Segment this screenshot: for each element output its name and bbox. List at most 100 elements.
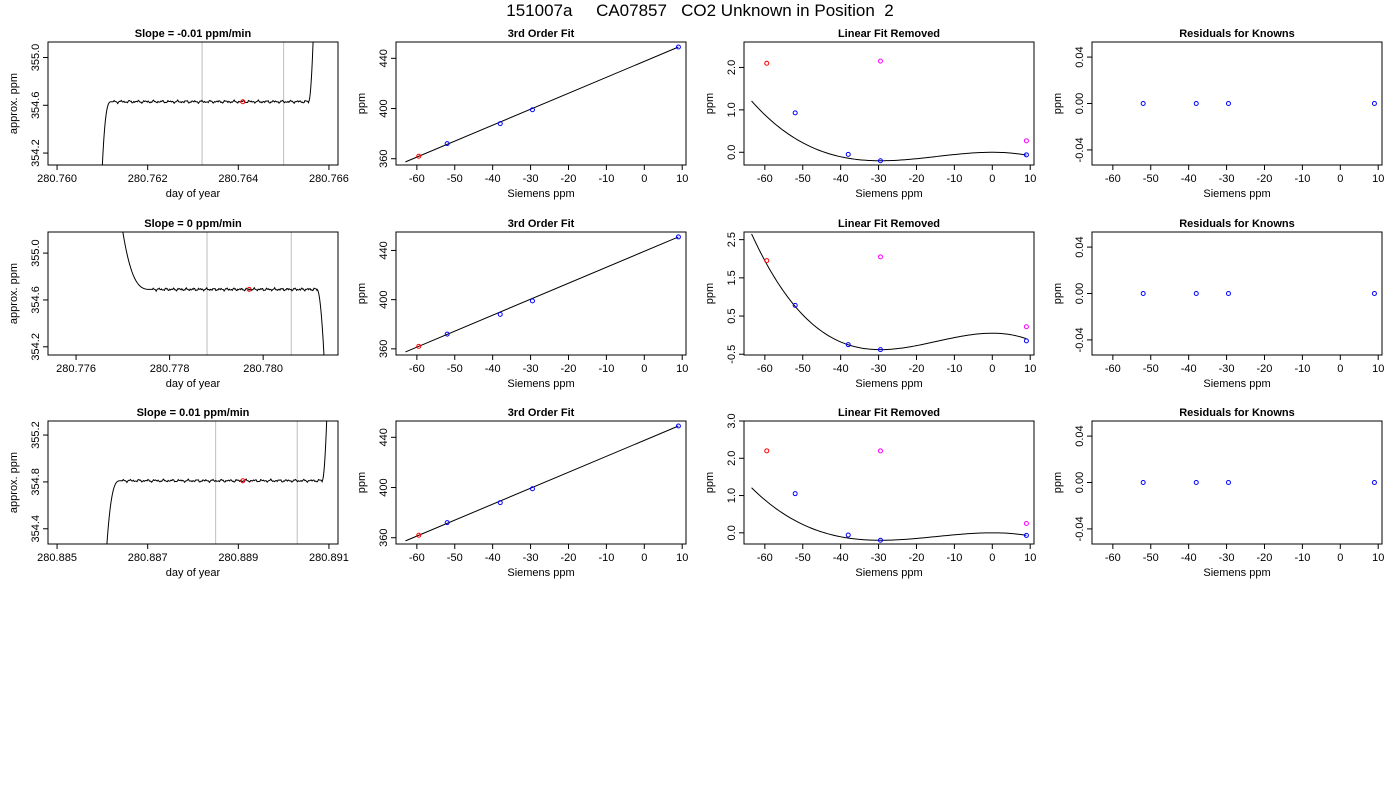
y-axis-label: approx. ppm — [8, 263, 20, 324]
x-axis-label: Siemens ppm — [855, 188, 922, 200]
panel-title: Linear Fit Removed — [838, 407, 940, 419]
data-point — [675, 423, 681, 429]
data-point — [416, 532, 422, 538]
x-tick-label: 0 — [641, 173, 647, 185]
x-tick-label: -60 — [757, 173, 773, 185]
data-point — [444, 331, 450, 337]
plot-frame — [47, 231, 339, 356]
y-tick-label: 360 — [378, 340, 390, 358]
fit-curve — [751, 100, 1027, 162]
x-tick-label: -50 — [795, 552, 811, 564]
panel-title: Slope = -0.01 ppm/min — [135, 28, 252, 40]
x-tick-label: 280.891 — [309, 552, 349, 564]
x-tick-label: -60 — [1105, 363, 1121, 375]
data-point — [792, 491, 798, 497]
y-tick-label: 360 — [378, 150, 390, 168]
y-axis-label: ppm — [1052, 283, 1064, 304]
y-axis-label: ppm — [356, 93, 368, 114]
panel-row2-col2: 3rd Order Fit -60 -50 -40 -30 -20 -10 0 10 360 400… — [356, 218, 688, 390]
y-tick-label: 440 — [378, 428, 390, 446]
y-tick-label: 355.0 — [30, 44, 42, 72]
x-tick-label: -50 — [447, 552, 463, 564]
data-point — [764, 448, 770, 454]
data-point — [1371, 291, 1377, 296]
x-axis-label: Siemens ppm — [855, 378, 922, 390]
x-tick-label: -40 — [485, 173, 501, 185]
data-point — [1225, 291, 1231, 296]
panel-row2-col3: Linear Fit Removed -60 -50 -40 -30 -20 -10 0 10 -… — [704, 218, 1036, 390]
data-point — [1193, 480, 1199, 485]
x-tick-label: -10 — [946, 173, 962, 185]
data-point — [675, 234, 681, 240]
plot-frame — [1091, 41, 1383, 166]
y-tick-label: -0.5 — [726, 345, 738, 364]
y-tick-label: 355.2 — [30, 421, 42, 449]
y-tick-label: 440 — [378, 49, 390, 67]
x-tick-label: -20 — [561, 552, 577, 564]
x-tick-label: -20 — [909, 552, 925, 564]
data-point — [1140, 101, 1146, 106]
data-point — [1023, 152, 1029, 158]
y-tick-label: 0.0 — [726, 145, 738, 160]
x-tick-label: 0 — [1337, 363, 1343, 375]
x-axis-label: Siemens ppm — [507, 188, 574, 200]
x-axis-label: day of year — [166, 378, 221, 390]
panel-title: 3rd Order Fit — [508, 407, 575, 419]
x-tick-label: -30 — [523, 173, 539, 185]
data-point — [240, 99, 246, 105]
x-tick-label: -40 — [485, 552, 501, 564]
x-tick-label: -50 — [795, 363, 811, 375]
x-tick-label: -30 — [871, 173, 887, 185]
x-tick-label: -60 — [757, 363, 773, 375]
x-tick-label: -10 — [598, 173, 614, 185]
data-point — [246, 286, 252, 292]
x-tick-label: 280.887 — [128, 552, 168, 564]
data-point — [1023, 138, 1029, 144]
x-tick-label: 280.776 — [56, 363, 96, 375]
fit-line — [405, 425, 679, 542]
x-tick-label: 10 — [1372, 173, 1384, 185]
x-tick-label: 10 — [676, 363, 688, 375]
x-tick-label: 280.780 — [243, 363, 283, 375]
x-tick-label: 10 — [1024, 173, 1036, 185]
x-tick-label: -50 — [1143, 552, 1159, 564]
x-tick-label: 0 — [1337, 173, 1343, 185]
y-tick-label: 0.0 — [726, 525, 738, 540]
x-tick-label: -40 — [1181, 363, 1197, 375]
x-tick-label: -50 — [795, 173, 811, 185]
x-tick-label: -30 — [871, 552, 887, 564]
panel-title: 3rd Order Fit — [508, 218, 575, 230]
data-point — [764, 258, 770, 264]
data-point — [1225, 480, 1231, 485]
x-tick-label: 280.762 — [128, 173, 168, 185]
y-axis-label: ppm — [704, 283, 716, 304]
panel-title: Slope = 0 ppm/min — [144, 218, 242, 230]
x-tick-label: -40 — [1181, 173, 1197, 185]
x-tick-label: -20 — [909, 173, 925, 185]
x-tick-label: 0 — [989, 552, 995, 564]
plot-area — [106, 421, 328, 544]
data-point — [529, 298, 535, 304]
x-tick-label: 280.766 — [309, 173, 349, 185]
data-point — [240, 478, 246, 484]
y-tick-label: 354.6 — [30, 92, 42, 120]
plot-area — [1140, 480, 1377, 485]
y-tick-label: 354.2 — [30, 139, 42, 167]
x-tick-label: 10 — [1024, 552, 1036, 564]
plot-area — [122, 232, 325, 355]
y-tick-label: 2.5 — [726, 232, 738, 247]
x-tick-label: 280.885 — [37, 552, 77, 564]
x-tick-label: -20 — [1257, 173, 1273, 185]
series-line — [122, 232, 325, 355]
y-axis-label: ppm — [704, 93, 716, 114]
plot-area — [1140, 101, 1377, 106]
y-axis-label: approx. ppm — [8, 452, 20, 513]
data-point — [1225, 101, 1231, 106]
panel-title: Residuals for Knowns — [1179, 28, 1295, 40]
x-tick-label: -40 — [1181, 552, 1197, 564]
data-point — [497, 121, 503, 127]
fit-line — [405, 46, 679, 163]
plot-frame — [395, 231, 687, 356]
x-tick-label: 280.760 — [37, 173, 77, 185]
plot-frame — [1091, 420, 1383, 545]
